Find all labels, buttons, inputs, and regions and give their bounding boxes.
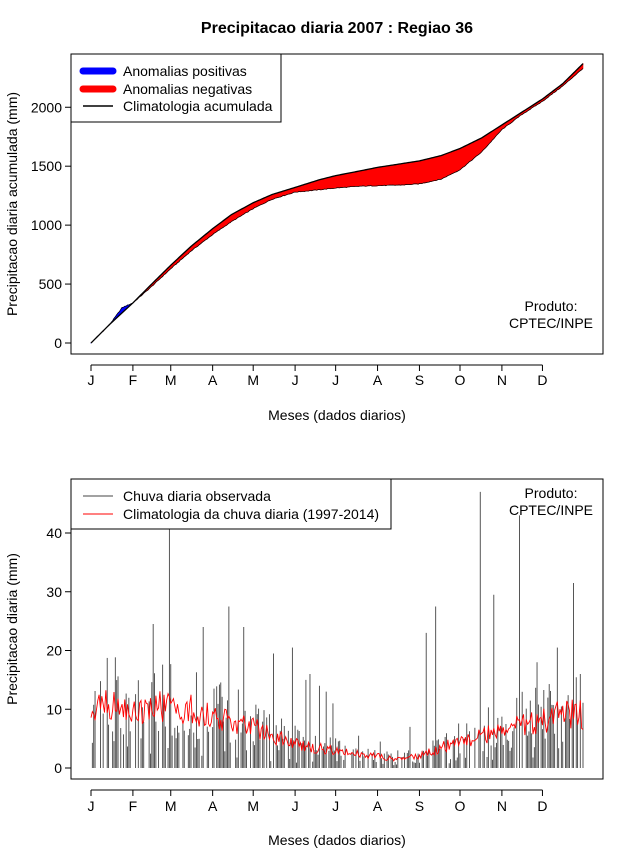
bottom-y-tick-label: 10 [46, 701, 62, 717]
bottom-x-tick-label: D [537, 798, 547, 814]
top-x-tick-label: A [373, 372, 383, 388]
bottom-y-tick-label: 0 [54, 760, 62, 776]
top-y-tick-label: 2000 [31, 99, 62, 115]
bottom-x-tick-label: J [332, 798, 339, 814]
top-x-tick-label: J [88, 372, 95, 388]
legend-label-daily-climatology: Climatologia da chuva diaria (1997-2014) [123, 506, 379, 522]
top-x-axis-label: Meses (dados diarios) [268, 407, 406, 423]
top-x-tick-label: J [292, 372, 299, 388]
top-y-tick-label: 1000 [31, 217, 62, 233]
top-axes: 0 500 1000 1500 2000 J F M A M J J A S O N D [31, 99, 548, 388]
bottom-product-label: Produto: [525, 485, 578, 501]
bottom-x-tick-label: J [292, 798, 299, 814]
top-y-tick-label: 500 [39, 276, 63, 292]
daily-data-layer [90, 491, 584, 768]
cumulative-data-layer [90, 62, 584, 344]
top-y-tick-label: 0 [54, 335, 62, 351]
top-x-tick-label: M [165, 372, 177, 388]
top-product-source: CPTEC/INPE [509, 315, 593, 331]
legend-label-negative: Anomalias negativas [123, 81, 252, 97]
top-y-tick-label: 1500 [31, 158, 62, 174]
top-x-tick-label: S [415, 372, 424, 388]
bottom-product-source: CPTEC/INPE [509, 502, 593, 518]
bottom-x-tick-label: A [208, 798, 218, 814]
legend-label-climatology: Climatologia acumulada [123, 98, 273, 114]
top-x-tick-label: F [129, 372, 138, 388]
top-plot-frame [70, 53, 604, 355]
top-product-label: Produto: [525, 298, 578, 314]
bottom-y-tick-label: 20 [46, 643, 62, 659]
climatology-cumulative-line [90, 63, 584, 344]
bottom-x-tick-label: A [373, 798, 383, 814]
top-x-tick-label: N [497, 372, 507, 388]
bottom-x-tick-label: M [165, 798, 177, 814]
top-x-tick-label: J [332, 372, 339, 388]
top-x-tick-label: O [455, 372, 466, 388]
top-x-tick-label: A [208, 372, 218, 388]
daily-chart: 0 10 20 30 40 J F M A M J J A S O N D Meses (dados diari… [4, 478, 604, 848]
chart-title: Precipitacao diaria 2007 : Regiao 36 [201, 20, 473, 37]
bottom-x-tick-label: F [129, 798, 138, 814]
legend-label-positive: Anomalias positivas [123, 63, 247, 79]
bottom-x-tick-label: S [415, 798, 424, 814]
bottom-legend: Chuva diaria observada Climatologia da c… [70, 478, 392, 530]
observed-cumulative-line [90, 68, 584, 344]
top-x-tick-label: M [247, 372, 259, 388]
bottom-x-tick-label: N [497, 798, 507, 814]
top-legend: Anomalias positivas Anomalias negativas … [70, 53, 282, 123]
bottom-x-tick-label: J [88, 798, 95, 814]
bottom-x-tick-label: M [247, 798, 259, 814]
bottom-axes: 0 10 20 30 40 J F M A M J J A S O N D [46, 525, 547, 814]
daily-climatology-line [90, 690, 584, 762]
legend-label-observed: Chuva diaria observada [123, 488, 271, 504]
bottom-legend-box [70, 478, 392, 530]
bottom-y-axis-label: Precipitacao diaria (mm) [4, 553, 20, 705]
top-y-axis-label: Precipitacao diaria acumulada (mm) [4, 92, 20, 316]
bottom-y-tick-label: 30 [46, 584, 62, 600]
top-x-tick-label: D [537, 372, 547, 388]
cumulative-chart: Precipitacao diaria 2007 : Regiao 36 0 50… [4, 20, 604, 423]
bottom-y-tick-label: 40 [46, 525, 62, 541]
bottom-x-tick-label: O [455, 798, 466, 814]
bottom-x-axis-label: Meses (dados diarios) [268, 832, 406, 848]
